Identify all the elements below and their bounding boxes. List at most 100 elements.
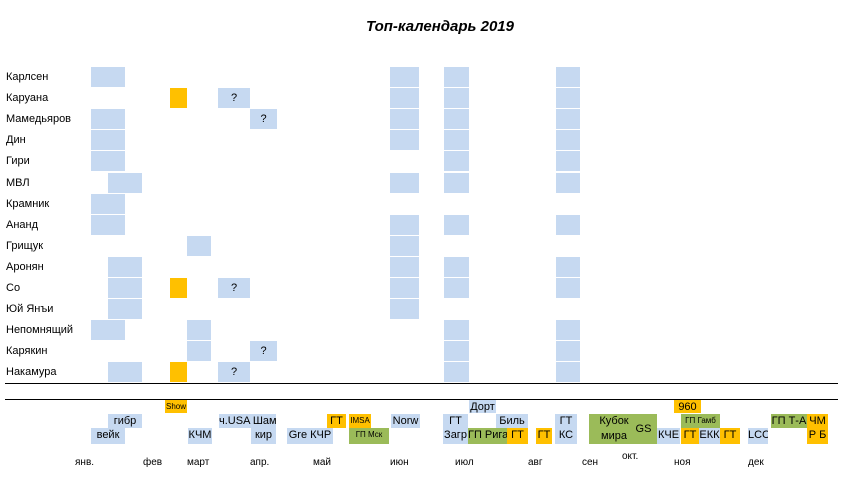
month-label: ноя (674, 457, 691, 468)
tournament-cell (91, 130, 125, 151)
event-label: ГТ (536, 428, 552, 444)
tournament-cell (108, 299, 142, 320)
player-name: Карлсен (6, 71, 49, 83)
month-label: июл (455, 457, 474, 468)
event-label: ГТ (681, 428, 699, 444)
month-label: авг (528, 457, 543, 468)
event-label: КЧМ (188, 428, 212, 444)
tournament-cell (390, 67, 419, 87)
tournament-cell (556, 130, 580, 151)
event-label: Биль (496, 414, 528, 428)
tournament-cell (390, 256, 419, 277)
event-label: ГТ (555, 414, 577, 428)
tournament-cell: ? (218, 278, 250, 298)
player-name: Аронян (6, 260, 44, 273)
tournament-cell: ? (250, 109, 277, 130)
tournament-cell (556, 88, 580, 109)
player-name: Каруана (6, 92, 49, 105)
tournament-cell (556, 320, 580, 341)
tournament-cell (444, 362, 469, 383)
event-label: вейк (91, 428, 125, 444)
player-name: Крамник (6, 197, 50, 210)
tournament-cell (187, 235, 211, 256)
tournament-cell (556, 278, 580, 298)
event-label: ЧМ (807, 414, 828, 428)
month-label: дек (748, 457, 764, 468)
player-name: Карякин (6, 345, 48, 358)
player-name: Ананд (6, 218, 39, 231)
event-label: LCC (748, 428, 768, 444)
event-label: IMSA (349, 414, 371, 428)
tournament-cell (390, 109, 419, 130)
tournament-cell (556, 214, 580, 235)
tournament-cell (170, 278, 187, 298)
event-label: Norw (391, 414, 420, 428)
event-label: гибр (108, 414, 142, 428)
player-name: МВЛ (6, 176, 30, 189)
divider-line (5, 399, 838, 400)
tournament-cell (91, 151, 125, 172)
tournament-cell (187, 320, 211, 341)
player-name: Гири (6, 155, 30, 168)
player-name: Дин (6, 134, 26, 147)
month-label: май (313, 457, 332, 468)
tournament-cell (91, 214, 125, 235)
month-label: окт. (622, 451, 639, 462)
tournament-cell (556, 362, 580, 383)
player-name: Юй Янъи (6, 303, 54, 316)
tournament-cell (91, 109, 125, 130)
tournament-cell (390, 172, 419, 193)
month-label: июн (390, 457, 409, 468)
tournament-cell: ? (218, 88, 250, 109)
tournament-cell (444, 341, 469, 362)
event-label: ГТ (720, 428, 740, 444)
event-label: кир (251, 428, 276, 444)
player-name: Грищук (6, 239, 44, 252)
tournament-cell (170, 88, 187, 109)
tournament-cell (390, 88, 419, 109)
event-label: 960 (674, 400, 701, 413)
event-label: ГП Т-А (771, 414, 807, 428)
month-label: фев (143, 457, 163, 468)
player-name: Накамура (6, 366, 57, 379)
tournament-cell (390, 299, 419, 320)
month-label: март (187, 457, 210, 468)
event-label: Загр (443, 428, 468, 444)
event-label: ЕКК (699, 428, 720, 444)
tournament-cell (556, 109, 580, 130)
player-name: Мамедьяров (6, 113, 72, 126)
chart-title: Топ-календарь 2019 (366, 18, 514, 35)
month-label: апр. (250, 457, 270, 468)
tournament-cell (556, 341, 580, 362)
event-label: ГП Рига (468, 428, 507, 444)
tournament-cell: ? (218, 362, 250, 383)
tournament-cell (444, 256, 469, 277)
event-label: КЧЕ (657, 428, 680, 444)
tournament-cell (556, 256, 580, 277)
event-label: ГТ (443, 414, 468, 428)
event-label: Дорт (469, 400, 496, 413)
tournament-cell (108, 172, 142, 193)
event-label: КС (555, 428, 577, 444)
tournament-cell (444, 130, 469, 151)
player-name: Непомнящий (6, 324, 74, 337)
tournament-cell (444, 151, 469, 172)
tournament-cell (390, 214, 419, 235)
event-label: ГТ (507, 428, 528, 444)
tournament-cell (91, 67, 125, 87)
tournament-cell (390, 130, 419, 151)
tournament-cell (444, 67, 469, 87)
event-label: ГТ (327, 414, 346, 428)
tournament-cell: ? (250, 341, 277, 362)
event-label: ГП Мск (349, 428, 389, 444)
tournament-cell (444, 109, 469, 130)
tournament-cell (556, 172, 580, 193)
event-label: Gre КЧР (287, 428, 333, 444)
tournament-cell (187, 341, 211, 362)
tournament-cell (444, 278, 469, 298)
tournament-cell (390, 278, 419, 298)
tournament-cell (390, 235, 419, 256)
event-label: ч.USA Шам (219, 414, 276, 428)
player-name: Со (6, 282, 21, 294)
